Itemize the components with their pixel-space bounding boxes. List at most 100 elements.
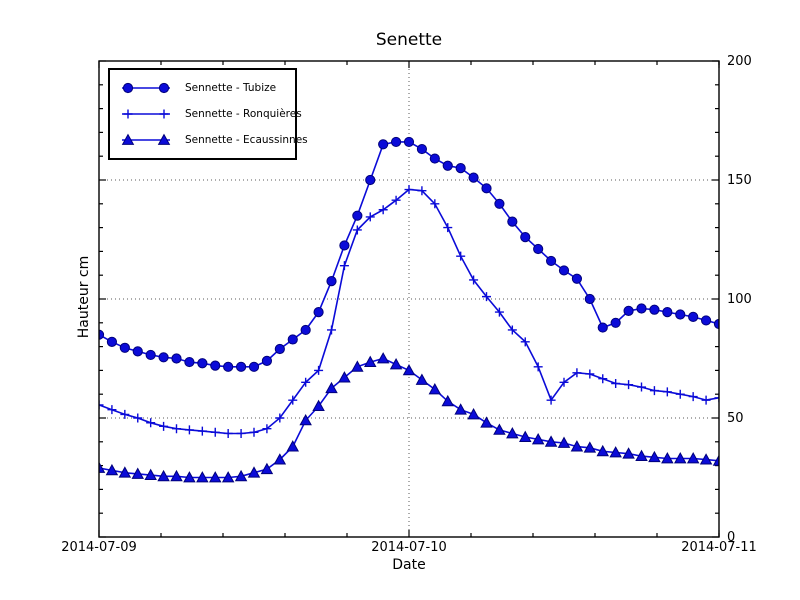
triangle-up-marker bbox=[544, 435, 558, 447]
plus-marker bbox=[391, 195, 401, 205]
plus-marker bbox=[494, 307, 504, 317]
plus-marker bbox=[637, 382, 646, 392]
circle-marker bbox=[287, 334, 298, 345]
plus-marker bbox=[611, 378, 621, 388]
plus-marker bbox=[352, 225, 362, 235]
legend-item-tubize: Sennette - Tubize bbox=[118, 80, 287, 96]
triangle-up-marker bbox=[364, 355, 377, 367]
circle-marker bbox=[248, 361, 260, 372]
circle-marker bbox=[122, 82, 134, 94]
triangle-up-marker bbox=[221, 471, 235, 483]
triangle-up-marker bbox=[118, 466, 132, 478]
triangle-up-marker bbox=[674, 452, 687, 464]
triangle-up-marker bbox=[196, 471, 209, 483]
circle-marker bbox=[675, 309, 686, 320]
triangle-up-marker bbox=[609, 446, 622, 458]
triangle-up-marker bbox=[389, 358, 403, 370]
circle-marker bbox=[507, 216, 518, 227]
plus-marker bbox=[301, 377, 311, 387]
triangle-up-marker bbox=[519, 430, 532, 442]
circle-marker bbox=[533, 243, 544, 255]
triangle-up-marker bbox=[183, 471, 196, 483]
triangle-up-marker bbox=[441, 394, 454, 407]
plus-marker-icon bbox=[122, 109, 170, 119]
circle-marker bbox=[145, 349, 156, 361]
circle-marker bbox=[171, 353, 182, 364]
plus-marker bbox=[327, 325, 336, 335]
plus-marker bbox=[159, 109, 169, 119]
circle-marker bbox=[520, 232, 531, 243]
triangle-up-marker bbox=[428, 383, 442, 395]
plus-marker bbox=[482, 292, 491, 302]
plus-marker bbox=[365, 212, 375, 222]
triangle-up-marker bbox=[467, 407, 480, 420]
triangle-up-marker bbox=[712, 454, 719, 466]
triangle-up-marker bbox=[686, 452, 700, 464]
circle-marker bbox=[700, 315, 712, 326]
plus-marker bbox=[223, 428, 233, 438]
triangle-up-marker bbox=[376, 352, 390, 364]
plus-marker bbox=[184, 425, 194, 435]
chart-title: Senette bbox=[375, 30, 443, 50]
triangle-up-marker bbox=[661, 452, 674, 464]
circle-marker bbox=[688, 311, 699, 322]
circle-marker bbox=[494, 198, 505, 209]
circle-marker bbox=[313, 306, 324, 318]
y-axis-label: Hauteur cm bbox=[76, 255, 92, 339]
plus-marker bbox=[159, 421, 169, 431]
legend-item-ronquieres: Sennette - Ronquières bbox=[118, 106, 302, 122]
triangle-up-marker bbox=[531, 432, 545, 445]
circle-marker bbox=[339, 240, 350, 251]
plus-marker bbox=[107, 405, 117, 415]
circle-marker bbox=[442, 160, 453, 171]
circle-marker bbox=[158, 352, 169, 363]
triangle-up-marker bbox=[648, 450, 661, 463]
circle-marker bbox=[455, 163, 466, 174]
circle-marker bbox=[132, 346, 143, 357]
circle-marker-icon bbox=[122, 82, 170, 94]
plus-marker bbox=[417, 186, 427, 196]
plus-marker bbox=[236, 428, 246, 438]
x-axis-label: Date bbox=[392, 557, 426, 573]
legend-label-tubize: Sennette - Tubize bbox=[185, 82, 277, 94]
circle-marker bbox=[197, 358, 208, 369]
x-tick-label-2014-07-10: 2014-07-10 bbox=[371, 540, 447, 555]
plus-marker bbox=[288, 395, 298, 405]
circle-marker bbox=[210, 360, 221, 371]
triangle-up-marker bbox=[480, 416, 493, 428]
triangle-up-marker bbox=[699, 453, 713, 465]
circle-marker bbox=[235, 361, 247, 372]
circle-marker bbox=[274, 343, 285, 355]
circle-marker bbox=[365, 174, 376, 186]
circle-marker bbox=[597, 322, 608, 333]
triangle-up-marker bbox=[99, 461, 106, 473]
y-tick-label-100: 100 bbox=[727, 291, 752, 307]
circle-marker bbox=[545, 255, 557, 267]
plus-marker bbox=[456, 251, 466, 261]
plus-marker bbox=[688, 392, 698, 402]
plus-marker bbox=[314, 365, 324, 375]
plus-marker bbox=[507, 325, 517, 335]
legend-item-ecaussinnes: Sennette - Ecaussinnes bbox=[118, 132, 308, 148]
circle-marker bbox=[468, 172, 479, 183]
circle-marker bbox=[429, 153, 440, 164]
circle-marker bbox=[636, 303, 647, 314]
circle-marker bbox=[649, 304, 660, 315]
triangle-up-marker bbox=[247, 466, 261, 478]
circle-marker bbox=[610, 317, 621, 328]
triangle-up-marker bbox=[402, 363, 416, 376]
series-2 bbox=[99, 352, 719, 483]
plus-marker bbox=[624, 380, 634, 390]
triangle-up-marker bbox=[557, 436, 571, 448]
triangle-up-marker bbox=[234, 469, 248, 482]
plus-marker bbox=[662, 387, 672, 397]
triangle-up-marker bbox=[493, 423, 506, 435]
triangle-up-marker bbox=[299, 413, 312, 426]
plus-marker bbox=[443, 223, 453, 233]
series-1 bbox=[99, 185, 719, 438]
triangle-up-marker bbox=[635, 449, 648, 461]
circle-marker bbox=[106, 336, 118, 347]
circle-marker bbox=[378, 139, 389, 150]
plus-marker bbox=[249, 427, 259, 437]
x-tick-label-2014-07-09: 2014-07-09 bbox=[61, 540, 137, 555]
